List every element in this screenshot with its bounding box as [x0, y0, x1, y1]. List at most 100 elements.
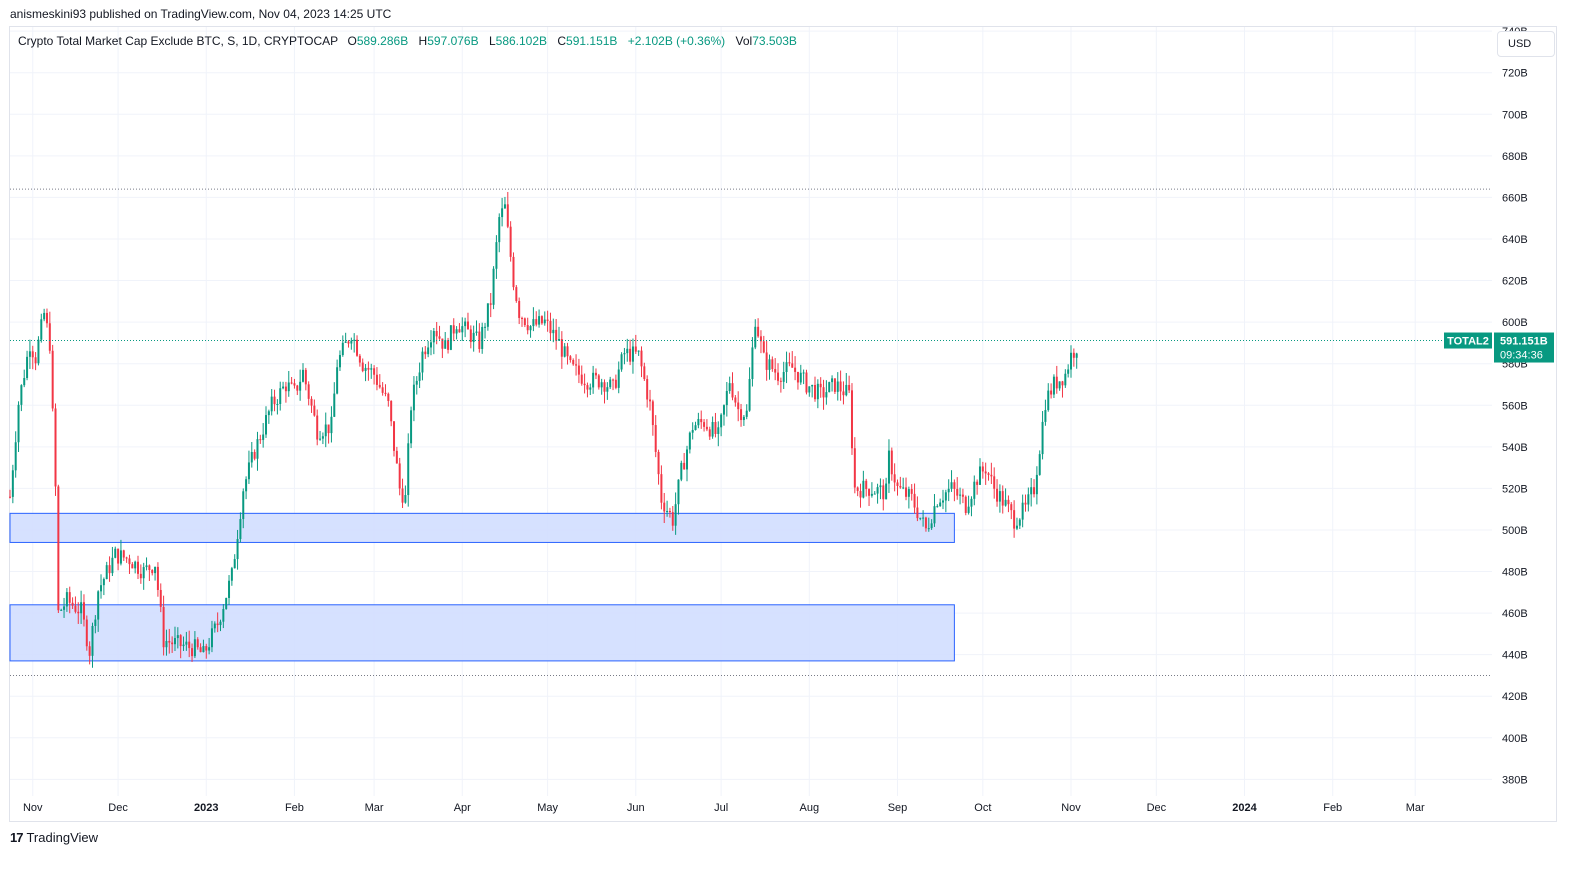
candle-body	[492, 268, 495, 305]
candle-body	[654, 425, 657, 452]
candle-body	[569, 356, 572, 361]
candle-body	[276, 403, 279, 405]
y-tick-label: 660B	[1502, 192, 1528, 204]
candle-body	[688, 432, 691, 450]
candle-body	[552, 329, 555, 334]
candle-body	[853, 448, 856, 488]
candle-body	[589, 387, 592, 390]
candle-body	[199, 647, 202, 653]
currency-button[interactable]: USD	[1497, 31, 1555, 57]
candle-body	[48, 323, 51, 351]
x-tick-label: Feb	[1323, 802, 1342, 814]
candle-body	[20, 385, 23, 405]
candle-body	[63, 606, 66, 610]
candle-body	[378, 384, 381, 388]
candle-body	[1075, 353, 1078, 358]
candle-body	[543, 319, 546, 324]
candle-body	[319, 438, 322, 440]
candle-body	[327, 424, 330, 434]
candle-body	[575, 364, 578, 366]
candle-body	[26, 356, 29, 379]
candle-body	[694, 425, 697, 430]
candle-body	[100, 585, 103, 592]
candle-body	[296, 385, 299, 391]
candle-body	[614, 379, 617, 388]
candle-body	[512, 256, 515, 288]
candle-body	[785, 362, 788, 373]
candle-body	[299, 381, 302, 391]
candle-body	[262, 434, 265, 440]
candle-body	[566, 346, 569, 357]
candle-body	[714, 422, 717, 434]
candle-body	[870, 493, 873, 496]
candle-body	[742, 416, 745, 421]
candle-body	[17, 404, 20, 443]
candle-body	[156, 566, 159, 590]
candle-body	[521, 317, 524, 319]
candle-body	[677, 479, 680, 505]
candle-body	[705, 426, 708, 430]
candle-body	[862, 480, 865, 498]
candle-body	[922, 517, 925, 519]
tradingview-logo-icon: 17	[10, 830, 24, 845]
candle-body	[879, 485, 882, 488]
candle-body	[956, 488, 959, 496]
candle-body	[663, 502, 666, 512]
candle-body	[182, 644, 185, 647]
candle-body	[927, 528, 930, 530]
candle-body	[924, 517, 927, 529]
tradingview-brand[interactable]: 17 TradingView	[10, 830, 98, 845]
candle-body	[1072, 352, 1075, 358]
candle-body	[196, 639, 199, 648]
candle-body	[697, 418, 700, 426]
candle-body	[356, 339, 359, 356]
candle-body	[947, 488, 950, 493]
candle-body	[740, 409, 743, 421]
candle-body	[546, 319, 549, 321]
candle-body	[353, 339, 356, 341]
candle-body	[475, 331, 478, 333]
candle-body	[367, 367, 370, 370]
open-label: O	[347, 34, 357, 48]
candle-body	[34, 357, 37, 364]
candle-body	[481, 326, 484, 349]
candle-body	[88, 646, 91, 656]
chart-frame	[9, 26, 1557, 822]
candle-body	[583, 383, 586, 386]
candle-body	[102, 579, 105, 586]
candle-body	[819, 383, 822, 388]
y-tick-label: 560B	[1502, 400, 1528, 412]
candle-body	[60, 609, 63, 611]
candle-body	[998, 491, 1001, 502]
candle-body	[1044, 410, 1047, 422]
candle-body	[429, 342, 432, 348]
candle-body	[771, 359, 774, 370]
candle-body	[529, 326, 532, 331]
candle-body	[777, 372, 780, 381]
candle-body	[458, 329, 461, 333]
candle-body	[942, 500, 945, 503]
candle-body	[1015, 525, 1018, 529]
candle-body	[222, 609, 225, 622]
candle-body	[484, 326, 487, 328]
candle-body	[68, 592, 71, 603]
candle-body	[890, 450, 893, 475]
candle-body	[563, 346, 566, 357]
candle-body	[674, 504, 677, 526]
candle-body	[441, 338, 444, 349]
x-tick-label: Mar	[365, 802, 384, 814]
candle-body	[117, 548, 120, 564]
candle-body	[788, 362, 791, 364]
candle-body	[594, 372, 597, 376]
x-tick-label: Mar	[1406, 802, 1425, 814]
candle-body	[350, 340, 353, 344]
x-tick-label: Nov	[1061, 802, 1081, 814]
high-label: H	[418, 34, 428, 48]
candle-body	[265, 415, 268, 435]
candle-body	[811, 384, 814, 387]
y-tick-label: 680B	[1502, 151, 1528, 163]
candle-body	[250, 451, 253, 463]
candle-body	[495, 242, 498, 269]
candle-body	[37, 339, 40, 364]
